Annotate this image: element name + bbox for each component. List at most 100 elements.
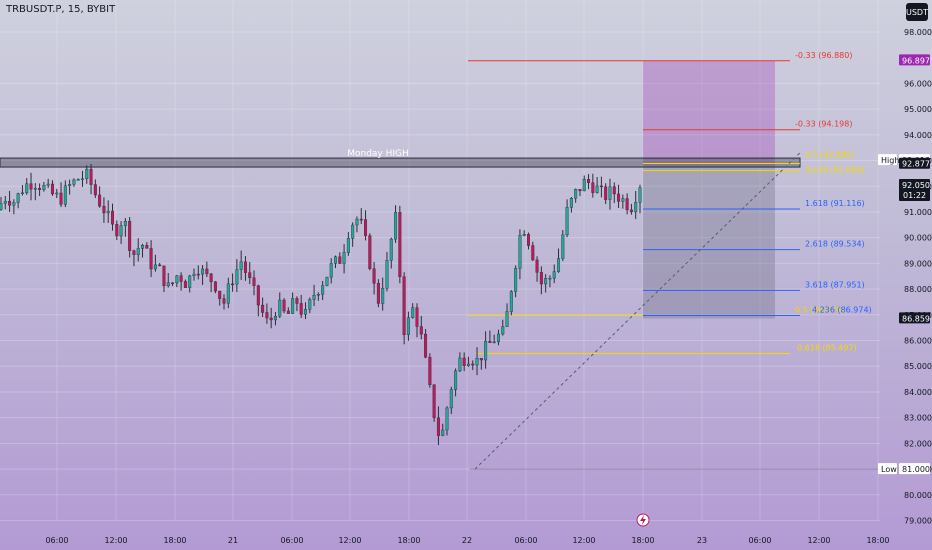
price-label: 86.859 bbox=[902, 314, 930, 323]
candle-body bbox=[115, 223, 119, 237]
target-zone bbox=[643, 60, 775, 164]
candle-body bbox=[458, 357, 462, 372]
price-tag-box bbox=[878, 154, 897, 166]
candle-body bbox=[415, 307, 419, 327]
candle-body bbox=[398, 212, 402, 277]
candle-body bbox=[299, 303, 303, 315]
price-label-box bbox=[899, 157, 930, 169]
candle-body bbox=[355, 218, 359, 226]
price-label-box bbox=[899, 178, 930, 201]
candle-body bbox=[475, 358, 479, 366]
candle-body bbox=[535, 259, 539, 273]
candle-body bbox=[569, 198, 573, 208]
fib-level-label: 1.618 (91.116) bbox=[805, 199, 865, 208]
candle-body bbox=[256, 285, 260, 306]
candle-body bbox=[466, 363, 470, 366]
candle-body bbox=[454, 370, 458, 390]
candle-body bbox=[98, 194, 102, 207]
countdown-label: 01:22 bbox=[903, 191, 926, 200]
candle-body bbox=[269, 317, 273, 321]
candle-body bbox=[252, 277, 256, 286]
fib-level-label: 2.618 (89.534) bbox=[805, 240, 865, 249]
fib-level-label: 0.5 (86.974) bbox=[795, 305, 845, 314]
fib-level-label: -0.33 (96.880) bbox=[795, 51, 852, 60]
x-tick-label: 06:00 bbox=[280, 536, 303, 545]
candle-body bbox=[539, 272, 543, 285]
candle-body bbox=[286, 310, 290, 314]
price-label: 92.877 bbox=[902, 160, 930, 169]
candle-body bbox=[368, 235, 372, 269]
currency-button[interactable]: USDT bbox=[906, 3, 928, 21]
candle-body bbox=[501, 326, 505, 335]
candle-body bbox=[106, 210, 110, 214]
candle-body bbox=[621, 198, 625, 202]
monday-high-label: Monday HIGH bbox=[347, 149, 409, 159]
candle-body bbox=[8, 200, 12, 206]
candle-body bbox=[385, 260, 389, 289]
candle-body bbox=[162, 265, 166, 287]
candle-body bbox=[557, 258, 561, 272]
candle-body bbox=[449, 389, 453, 409]
candle-body bbox=[248, 272, 252, 279]
candle-body bbox=[226, 283, 230, 304]
candle-body bbox=[213, 281, 217, 292]
candle-body bbox=[149, 248, 153, 270]
y-tick-label: 94.000 bbox=[904, 131, 932, 140]
candle-body bbox=[308, 299, 312, 310]
candle-body bbox=[72, 179, 76, 185]
candle-body bbox=[394, 212, 398, 240]
candle-body bbox=[612, 186, 616, 195]
candle-body bbox=[132, 250, 136, 255]
y-tick-label: 96.000 bbox=[904, 79, 932, 88]
candle-body bbox=[531, 245, 535, 261]
candle-body bbox=[582, 179, 586, 192]
candle-body bbox=[608, 186, 612, 200]
candle-body bbox=[411, 307, 415, 318]
candle-body bbox=[561, 234, 565, 259]
candle-body bbox=[565, 207, 569, 236]
price-label-box bbox=[899, 312, 930, 324]
price-label: 92.050 bbox=[902, 181, 930, 190]
fib-level-label: 0.618 (92.606) bbox=[805, 166, 865, 175]
monday-high-zone bbox=[0, 157, 801, 168]
candle-body bbox=[587, 179, 591, 184]
candle-body bbox=[265, 312, 269, 319]
candle-body bbox=[492, 341, 496, 344]
candle-body bbox=[175, 275, 179, 284]
price-tag: Low bbox=[881, 465, 897, 474]
candle-body bbox=[93, 184, 97, 196]
candle-body bbox=[153, 264, 157, 270]
candle-body bbox=[33, 188, 37, 190]
candle-body bbox=[591, 182, 595, 193]
fib-level-label: 0.5 (92.885) bbox=[805, 151, 855, 160]
y-tick-label: 91.000 bbox=[904, 208, 932, 217]
candle-body bbox=[179, 275, 183, 282]
candle-body bbox=[359, 218, 363, 221]
candle-body bbox=[372, 268, 376, 284]
y-tick-label: 95.000 bbox=[904, 105, 932, 114]
price-label-box bbox=[899, 463, 930, 475]
candle-body bbox=[89, 168, 93, 185]
candle-body bbox=[509, 291, 513, 312]
candle-body bbox=[59, 192, 63, 205]
candle-body bbox=[578, 189, 582, 192]
candle-body bbox=[16, 193, 20, 203]
symbol-title[interactable]: TRBUSDT.P, 15, BYBIT bbox=[6, 4, 116, 15]
candle-body bbox=[55, 192, 59, 195]
candle-body bbox=[76, 179, 80, 181]
candle-body bbox=[3, 200, 7, 204]
candle-body bbox=[471, 363, 475, 366]
candle-body bbox=[235, 269, 239, 285]
candle-body bbox=[436, 417, 440, 436]
candle-body bbox=[111, 210, 115, 225]
candle-body bbox=[351, 224, 355, 239]
fib-level-label: 3.618 (87.951) bbox=[805, 280, 865, 289]
candle-body bbox=[574, 189, 578, 199]
lightning-icon-glyph bbox=[640, 515, 646, 525]
candle-body bbox=[136, 248, 140, 255]
price-label-box bbox=[899, 54, 930, 66]
candle-body bbox=[428, 356, 432, 386]
candle-body bbox=[625, 198, 629, 211]
